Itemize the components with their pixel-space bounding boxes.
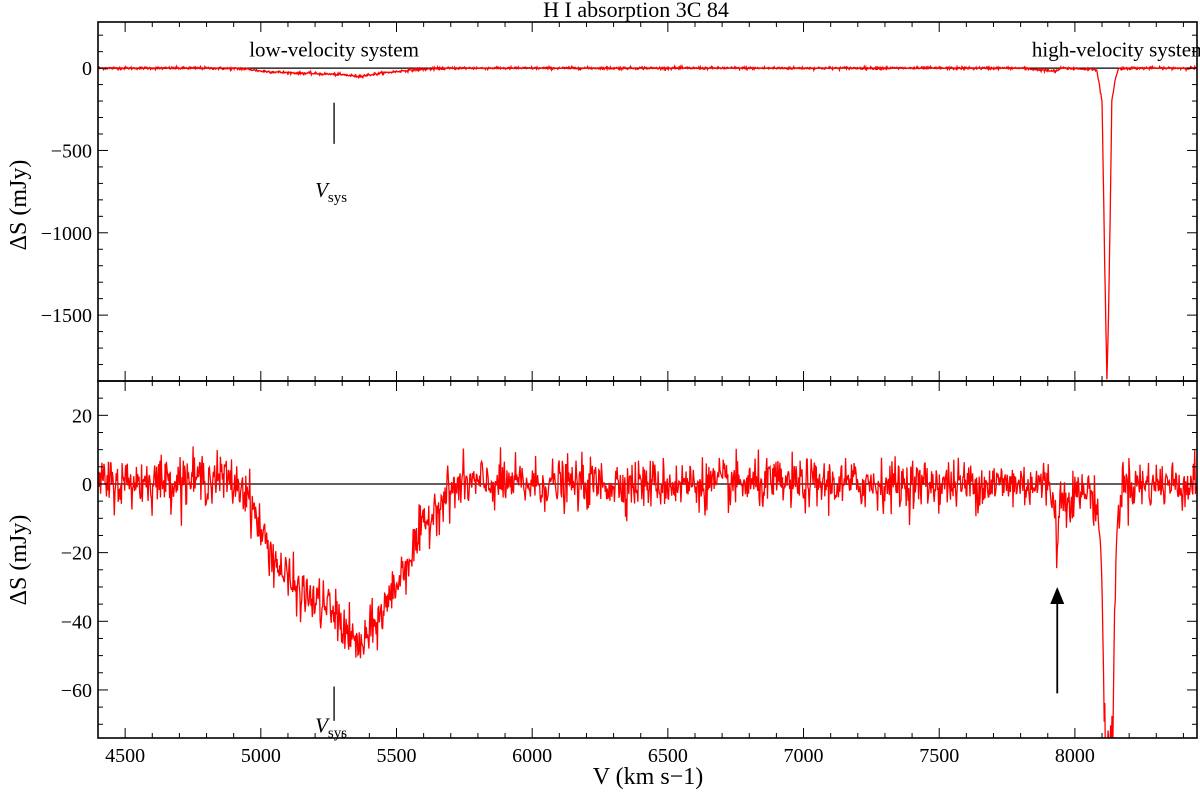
bottom-y-tick-label: −60 xyxy=(61,680,92,702)
bottom-y-tick-label: −40 xyxy=(61,611,92,633)
bottom-series-line xyxy=(98,446,1197,738)
top-panel: 0 −500 −1000 −1500 low-velocity system high-v… xyxy=(41,21,1200,382)
vsys-label: Vsys xyxy=(315,178,347,206)
x-tick-label: 5500 xyxy=(376,745,416,767)
top-y-tick-label: 0 xyxy=(82,58,92,80)
bottom-y-tick-label: 0 xyxy=(82,474,92,496)
x-tick-label: 8000 xyxy=(1055,745,1095,767)
x-tick-label: 7000 xyxy=(784,745,824,767)
bottom-frame xyxy=(97,380,1198,739)
arrow-marker-head xyxy=(1050,586,1065,604)
top-y-tick-label: −500 xyxy=(51,140,92,162)
vsys-label: Vsys xyxy=(315,714,347,742)
x-tick-label: 5000 xyxy=(241,745,281,767)
top-series-line xyxy=(98,63,1197,380)
top-frame xyxy=(97,21,1198,382)
x-axis-title: V (km s−1) xyxy=(593,764,703,790)
chart-title: H I absorption 3C 84 xyxy=(543,0,729,22)
bottom-y-axis-title: ΔS (mJy) xyxy=(6,515,32,606)
x-tick-label: 7500 xyxy=(919,745,959,767)
x-tick-label: 6500 xyxy=(648,745,688,767)
top-y-axis-title: ΔS (mJy) xyxy=(6,160,32,251)
top-y-tick-label: −1000 xyxy=(41,223,92,245)
top-y-tick-label: −1500 xyxy=(41,305,92,327)
bottom-y-tick-label: 20 xyxy=(72,405,92,427)
bottom-panel: 4500 5000 5500 6000 6500 7000 7500 8000 20 0 −20 −4… xyxy=(61,380,1198,767)
x-tick-label: 4500 xyxy=(105,745,145,767)
system-annotation: low-velocity system xyxy=(249,37,419,61)
system-annotation: high-velocity systems xyxy=(1032,37,1200,61)
bottom-y-tick-label: −20 xyxy=(61,543,92,565)
x-tick-label: 6000 xyxy=(512,745,552,767)
